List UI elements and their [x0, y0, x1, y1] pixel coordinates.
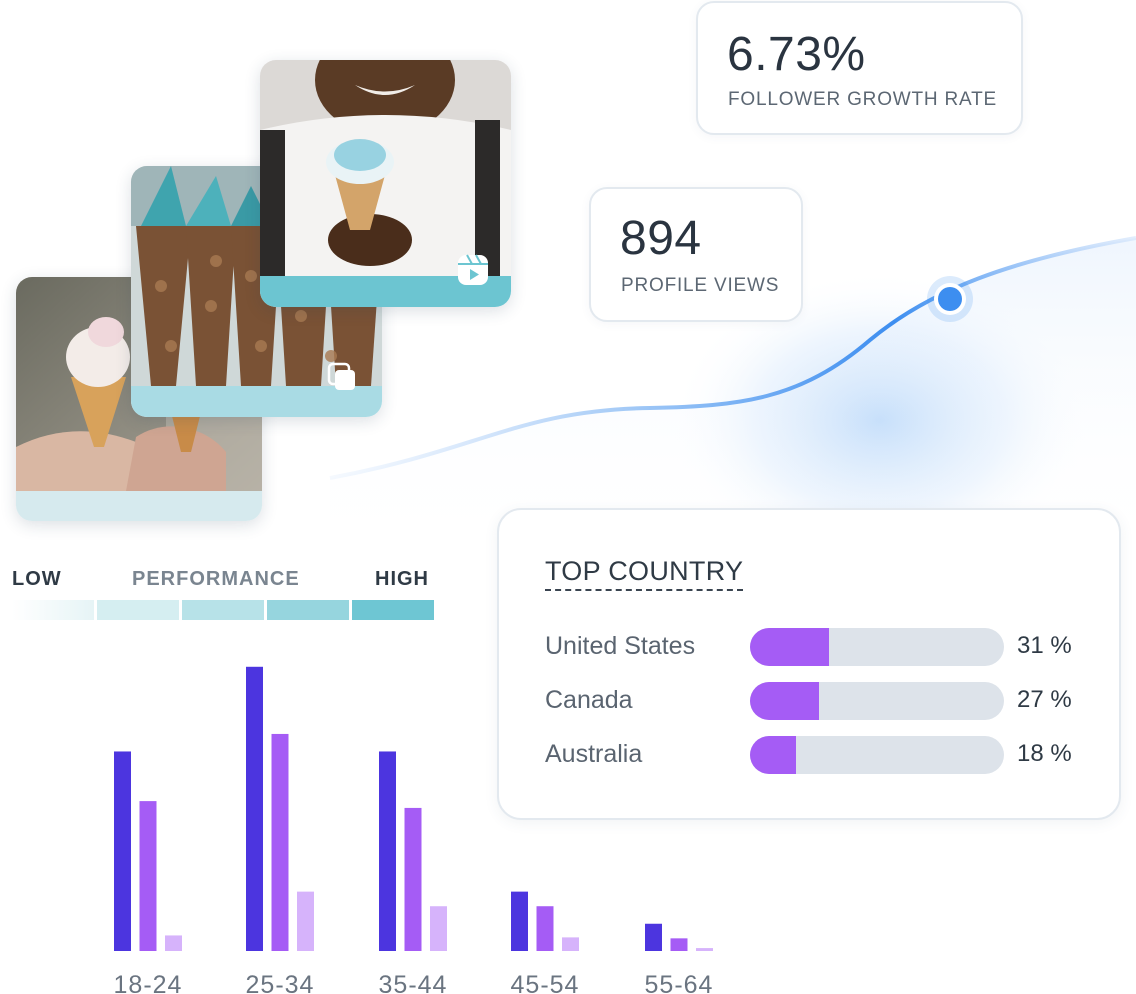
- profile-views-label: PROFILE VIEWS: [621, 275, 780, 296]
- country-progress-fill: [750, 736, 796, 774]
- country-percent: 27 %: [1017, 686, 1072, 713]
- bar-35-44-series-2[interactable]: [404, 807, 422, 951]
- bar-55-64-series-1[interactable]: [645, 923, 662, 951]
- country-progress-track: [750, 736, 1004, 774]
- performance-low-label: LOW: [12, 568, 62, 590]
- performance-scale-step-2: [97, 600, 179, 620]
- x-tick-label: 18-24: [114, 971, 183, 994]
- performance-scale-step-3: [182, 600, 264, 620]
- profile-views-value: 894: [620, 212, 702, 265]
- country-row: Canada 27 %: [499, 682, 1119, 722]
- bar-35-44-series-1[interactable]: [379, 751, 396, 951]
- x-tick-label: 55-64: [645, 971, 714, 994]
- bar-45-54-series-1[interactable]: [511, 891, 528, 951]
- bar-25-34-series-3[interactable]: [297, 891, 314, 951]
- bar-45-54-series-3[interactable]: [562, 937, 579, 951]
- performance-title: PERFORMANCE: [132, 568, 300, 590]
- country-name: Canada: [545, 686, 633, 714]
- performance-scale-step-1: [12, 600, 94, 620]
- post-thumbnail-2-strip: [131, 386, 382, 417]
- carousel-icon: [327, 362, 355, 390]
- follower-growth-label: FOLLOWER GROWTH RATE: [728, 89, 997, 110]
- country-progress-fill: [750, 682, 819, 720]
- performance-scale-step-4: [267, 600, 349, 620]
- country-percent: 18 %: [1017, 740, 1072, 767]
- performance-scale: [12, 600, 434, 620]
- performance-high-label: HIGH: [375, 568, 429, 590]
- age-distribution-chart: 18-24 25-34 35-44 45-54 55-64: [114, 666, 714, 994]
- line-marker-dot[interactable]: [938, 287, 962, 311]
- country-row: United States 31 %: [499, 628, 1119, 668]
- bar-18-24-series-1[interactable]: [114, 751, 131, 951]
- post-thumbnail-3[interactable]: [260, 60, 511, 307]
- bar-55-64-series-2[interactable]: [670, 938, 688, 951]
- country-row: Australia 18 %: [499, 736, 1119, 776]
- country-progress-track: [750, 628, 1004, 666]
- bar-35-44-series-3[interactable]: [430, 906, 447, 951]
- country-percent: 31 %: [1017, 632, 1072, 659]
- man-with-ice-cream-photo: [260, 60, 511, 276]
- country-progress-fill: [750, 628, 829, 666]
- x-tick-label: 45-54: [511, 971, 580, 994]
- bar-25-34-series-1[interactable]: [246, 666, 263, 951]
- x-tick-label: 25-34: [246, 971, 315, 994]
- profile-views-card: 894 PROFILE VIEWS: [589, 187, 803, 322]
- follower-growth-value: 6.73%: [727, 28, 866, 81]
- top-country-card: TOP COUNTRY United States 31 % Canada 27…: [497, 508, 1121, 820]
- growth-line: [329, 236, 1136, 480]
- post-thumbnail-1-strip: [16, 491, 262, 521]
- bar-25-34-series-2[interactable]: [271, 733, 289, 951]
- bar-45-54-series-2[interactable]: [536, 906, 554, 951]
- bar-18-24-series-3[interactable]: [165, 935, 182, 951]
- country-name: Australia: [545, 740, 643, 768]
- line-area: [330, 238, 1136, 560]
- follower-growth-card: 6.73% FOLLOWER GROWTH RATE: [696, 1, 1023, 135]
- x-tick-label: 35-44: [379, 971, 448, 994]
- bar-55-64-series-3[interactable]: [696, 948, 713, 951]
- performance-scale-step-5: [352, 600, 434, 620]
- bar-18-24-series-2[interactable]: [139, 801, 157, 951]
- reels-icon: [458, 254, 488, 285]
- country-progress-track: [750, 682, 1004, 720]
- country-name: United States: [545, 632, 696, 660]
- top-country-title[interactable]: TOP COUNTRY: [545, 556, 744, 591]
